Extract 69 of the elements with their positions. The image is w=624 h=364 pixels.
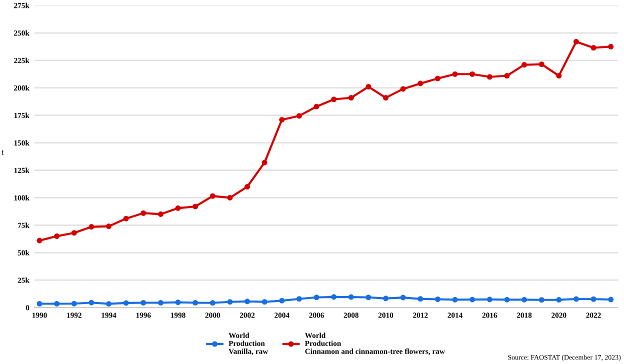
point	[400, 86, 406, 92]
point	[608, 296, 614, 302]
point	[279, 116, 285, 122]
point	[54, 300, 60, 307]
point	[608, 44, 614, 50]
point	[470, 71, 476, 77]
point	[418, 296, 424, 302]
point	[123, 216, 129, 222]
point	[314, 104, 320, 110]
point	[36, 238, 42, 244]
point	[434, 76, 440, 82]
point	[158, 211, 164, 217]
point	[400, 294, 406, 300]
point	[521, 296, 528, 302]
point	[71, 300, 77, 306]
y-axis-title: t	[2, 150, 4, 155]
point	[366, 84, 372, 90]
point	[538, 61, 544, 68]
point	[486, 296, 492, 302]
point	[556, 72, 562, 79]
point	[88, 300, 94, 306]
point	[192, 204, 198, 210]
point	[573, 296, 579, 302]
point	[366, 294, 372, 300]
point	[140, 300, 146, 306]
point	[175, 300, 181, 306]
point	[590, 44, 596, 51]
point	[348, 94, 354, 101]
point	[486, 74, 492, 80]
point	[123, 300, 129, 306]
point	[296, 296, 302, 302]
point	[573, 38, 579, 44]
point	[382, 296, 389, 302]
point	[88, 224, 94, 230]
point	[590, 296, 596, 302]
point	[175, 205, 181, 211]
point	[331, 294, 337, 300]
point	[106, 224, 112, 230]
point	[158, 300, 164, 306]
point	[331, 96, 337, 102]
point	[504, 72, 510, 79]
point	[382, 94, 389, 101]
point	[452, 71, 458, 77]
point	[54, 233, 60, 239]
point	[106, 301, 112, 307]
point	[521, 62, 528, 68]
point	[556, 297, 562, 303]
point	[296, 113, 302, 119]
point	[279, 298, 285, 304]
point	[418, 80, 424, 86]
point	[470, 296, 476, 302]
point	[140, 210, 146, 216]
point	[434, 296, 440, 302]
point	[210, 300, 216, 306]
point	[452, 296, 458, 302]
point	[262, 299, 268, 305]
point	[227, 299, 233, 305]
point	[504, 296, 510, 302]
point	[262, 160, 268, 166]
point	[210, 193, 216, 199]
point	[244, 298, 250, 304]
point	[538, 297, 544, 303]
point	[244, 184, 250, 190]
point	[227, 194, 233, 200]
point	[192, 300, 198, 306]
point	[36, 300, 42, 307]
point	[348, 294, 354, 300]
point	[71, 230, 77, 236]
point	[314, 294, 320, 300]
